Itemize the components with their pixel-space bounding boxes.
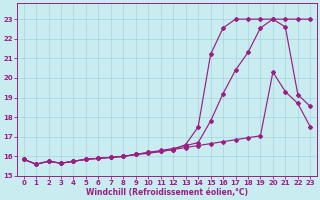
- X-axis label: Windchill (Refroidissement éolien,°C): Windchill (Refroidissement éolien,°C): [86, 188, 248, 197]
